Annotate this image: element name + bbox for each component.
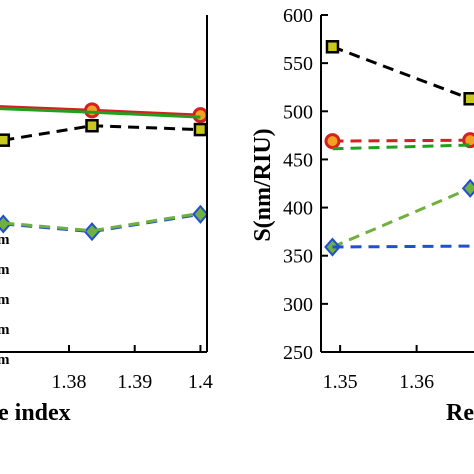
right-series-1-point-1 <box>462 132 474 149</box>
right-y-tick-label-6: 550 <box>283 53 313 75</box>
right-series-3-point-0 <box>324 237 341 257</box>
right-y-tick-label-5: 500 <box>283 101 313 123</box>
right-y-tick-label-0: 250 <box>283 342 313 364</box>
right-x-ticks: 1.35 1.36 <box>323 345 434 393</box>
legend-entry-1: m <box>0 262 10 278</box>
right-series-0-line <box>331 45 471 101</box>
right-series-3-point-1 <box>461 178 474 198</box>
legend-entry-2: m <box>0 292 10 308</box>
left-series-0-point-1 <box>84 102 100 119</box>
left-x-tick-label-2: 1.4 <box>188 371 213 393</box>
left-series-3-point-1 <box>83 222 101 242</box>
right-y-axis-label: S(nm/RIU) <box>250 128 276 241</box>
right-x-tick-label-0: 1.35 <box>323 371 358 393</box>
left-series-0-point-2 <box>192 107 208 124</box>
left-x-ticks: 1.38 1.39 1.4 <box>52 345 213 393</box>
right-panel: 250 300 350 400 450 500 550 600 1.35 1.36 S(nm/R… <box>250 5 474 426</box>
right-y-ticks: 250 300 350 400 450 500 550 600 <box>283 5 328 364</box>
legend-entry-4: m <box>0 352 10 368</box>
right-y-tick-label-1: 300 <box>283 294 313 316</box>
left-x-axis-label: e index <box>0 400 71 426</box>
right-series-2-line <box>332 143 471 151</box>
right-series-4-line <box>332 244 471 249</box>
right-y-tick-label-3: 400 <box>283 198 313 220</box>
left-series-1-line <box>0 107 201 119</box>
right-y-tick-label-7: 600 <box>283 5 313 27</box>
right-series-0-point-1 <box>463 92 474 106</box>
right-x-tick-label-1: 1.36 <box>399 371 434 393</box>
left-series-2-point-2 <box>193 122 208 137</box>
right-y-tick-label-4: 450 <box>283 149 313 171</box>
right-series-1-line <box>332 138 471 143</box>
right-y-tick-label-2: 350 <box>283 246 313 268</box>
left-series-2-line <box>3 124 201 142</box>
right-series-0-point-0 <box>325 40 340 54</box>
legend-entry-3: m <box>0 322 10 338</box>
left-series-4-line <box>3 211 201 233</box>
left-x-tick-label-0: 1.38 <box>52 371 87 393</box>
left-series-2-point-1 <box>85 118 99 133</box>
legend-entry-0: m <box>0 232 10 248</box>
right-x-axis-label: Re <box>446 400 474 426</box>
right-series-1-point-0 <box>324 133 341 150</box>
left-x-tick-label-1: 1.39 <box>117 371 152 393</box>
right-series-3-line <box>331 186 471 249</box>
left-series-group <box>0 102 208 242</box>
right-series-group <box>324 40 474 257</box>
left-series-2-point-0 <box>0 133 11 147</box>
